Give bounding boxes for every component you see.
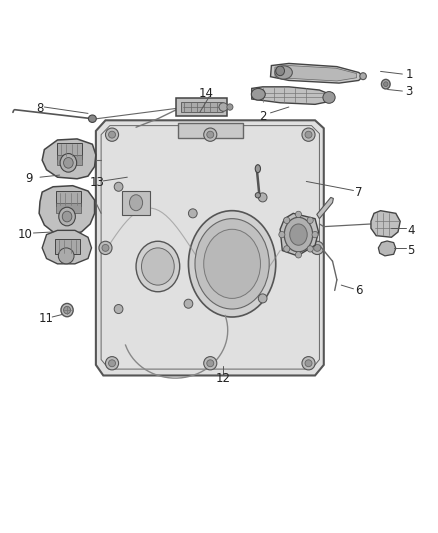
Ellipse shape (106, 128, 119, 141)
Bar (177, 98, 226, 116)
Ellipse shape (258, 193, 267, 202)
Text: 10: 10 (17, 228, 32, 241)
Bar (56, 191, 81, 206)
Ellipse shape (323, 92, 335, 103)
Ellipse shape (141, 248, 174, 285)
Ellipse shape (302, 357, 315, 370)
Ellipse shape (59, 207, 75, 226)
Ellipse shape (381, 79, 390, 89)
Ellipse shape (99, 241, 112, 255)
Polygon shape (271, 63, 363, 83)
Ellipse shape (109, 131, 116, 138)
Ellipse shape (184, 299, 193, 308)
Polygon shape (42, 230, 92, 264)
Bar (56, 203, 81, 213)
Polygon shape (252, 87, 332, 104)
Ellipse shape (61, 303, 73, 317)
Ellipse shape (276, 66, 285, 76)
Ellipse shape (275, 66, 292, 79)
Ellipse shape (307, 217, 313, 223)
Ellipse shape (284, 217, 313, 252)
Ellipse shape (204, 357, 217, 370)
Polygon shape (96, 120, 324, 375)
Ellipse shape (64, 306, 71, 314)
Text: 2: 2 (259, 110, 266, 123)
Ellipse shape (207, 131, 214, 138)
Ellipse shape (60, 154, 77, 172)
Ellipse shape (258, 294, 267, 303)
Ellipse shape (284, 246, 290, 252)
Text: 1: 1 (405, 68, 413, 80)
Ellipse shape (219, 103, 228, 111)
Polygon shape (378, 241, 396, 256)
Ellipse shape (290, 224, 307, 245)
Bar (177, 124, 243, 139)
Ellipse shape (251, 88, 265, 100)
Ellipse shape (136, 241, 180, 292)
Polygon shape (280, 213, 318, 256)
Ellipse shape (58, 248, 74, 264)
Text: 3: 3 (405, 85, 413, 98)
Ellipse shape (114, 182, 123, 191)
Ellipse shape (311, 241, 324, 255)
Ellipse shape (204, 229, 261, 298)
Text: 9: 9 (25, 172, 33, 185)
Polygon shape (275, 66, 357, 81)
Bar (181, 102, 222, 112)
Text: 5: 5 (407, 244, 415, 257)
Ellipse shape (204, 128, 217, 141)
Polygon shape (317, 197, 333, 219)
Text: 11: 11 (39, 312, 54, 325)
Ellipse shape (195, 219, 269, 309)
Ellipse shape (384, 82, 388, 86)
Ellipse shape (114, 304, 123, 313)
Text: 6: 6 (355, 284, 363, 297)
Ellipse shape (255, 165, 261, 173)
Ellipse shape (314, 245, 321, 252)
Text: 7: 7 (355, 185, 363, 199)
Ellipse shape (295, 252, 301, 258)
Ellipse shape (188, 211, 276, 317)
Ellipse shape (279, 231, 285, 238)
Ellipse shape (255, 192, 261, 198)
Ellipse shape (106, 357, 119, 370)
Polygon shape (371, 211, 400, 237)
Ellipse shape (62, 211, 72, 222)
Ellipse shape (188, 209, 197, 218)
Ellipse shape (102, 245, 109, 252)
Ellipse shape (302, 128, 315, 141)
Ellipse shape (312, 231, 318, 238)
Ellipse shape (295, 211, 301, 217)
Polygon shape (39, 185, 95, 235)
Ellipse shape (305, 360, 312, 367)
Text: 12: 12 (216, 372, 231, 385)
Ellipse shape (227, 104, 233, 110)
Ellipse shape (88, 115, 96, 123)
Text: 13: 13 (89, 176, 104, 189)
Ellipse shape (64, 158, 73, 168)
Text: 4: 4 (407, 224, 415, 237)
Ellipse shape (360, 72, 366, 79)
Bar (57, 143, 82, 159)
Ellipse shape (307, 246, 313, 252)
Bar (122, 191, 150, 215)
Bar (57, 155, 82, 165)
Text: 8: 8 (36, 102, 44, 115)
Polygon shape (42, 139, 96, 179)
Ellipse shape (284, 217, 290, 223)
Ellipse shape (305, 131, 312, 138)
Bar (55, 239, 80, 254)
Ellipse shape (207, 360, 214, 367)
Ellipse shape (109, 360, 116, 367)
Text: 14: 14 (198, 87, 213, 100)
Ellipse shape (130, 195, 143, 211)
